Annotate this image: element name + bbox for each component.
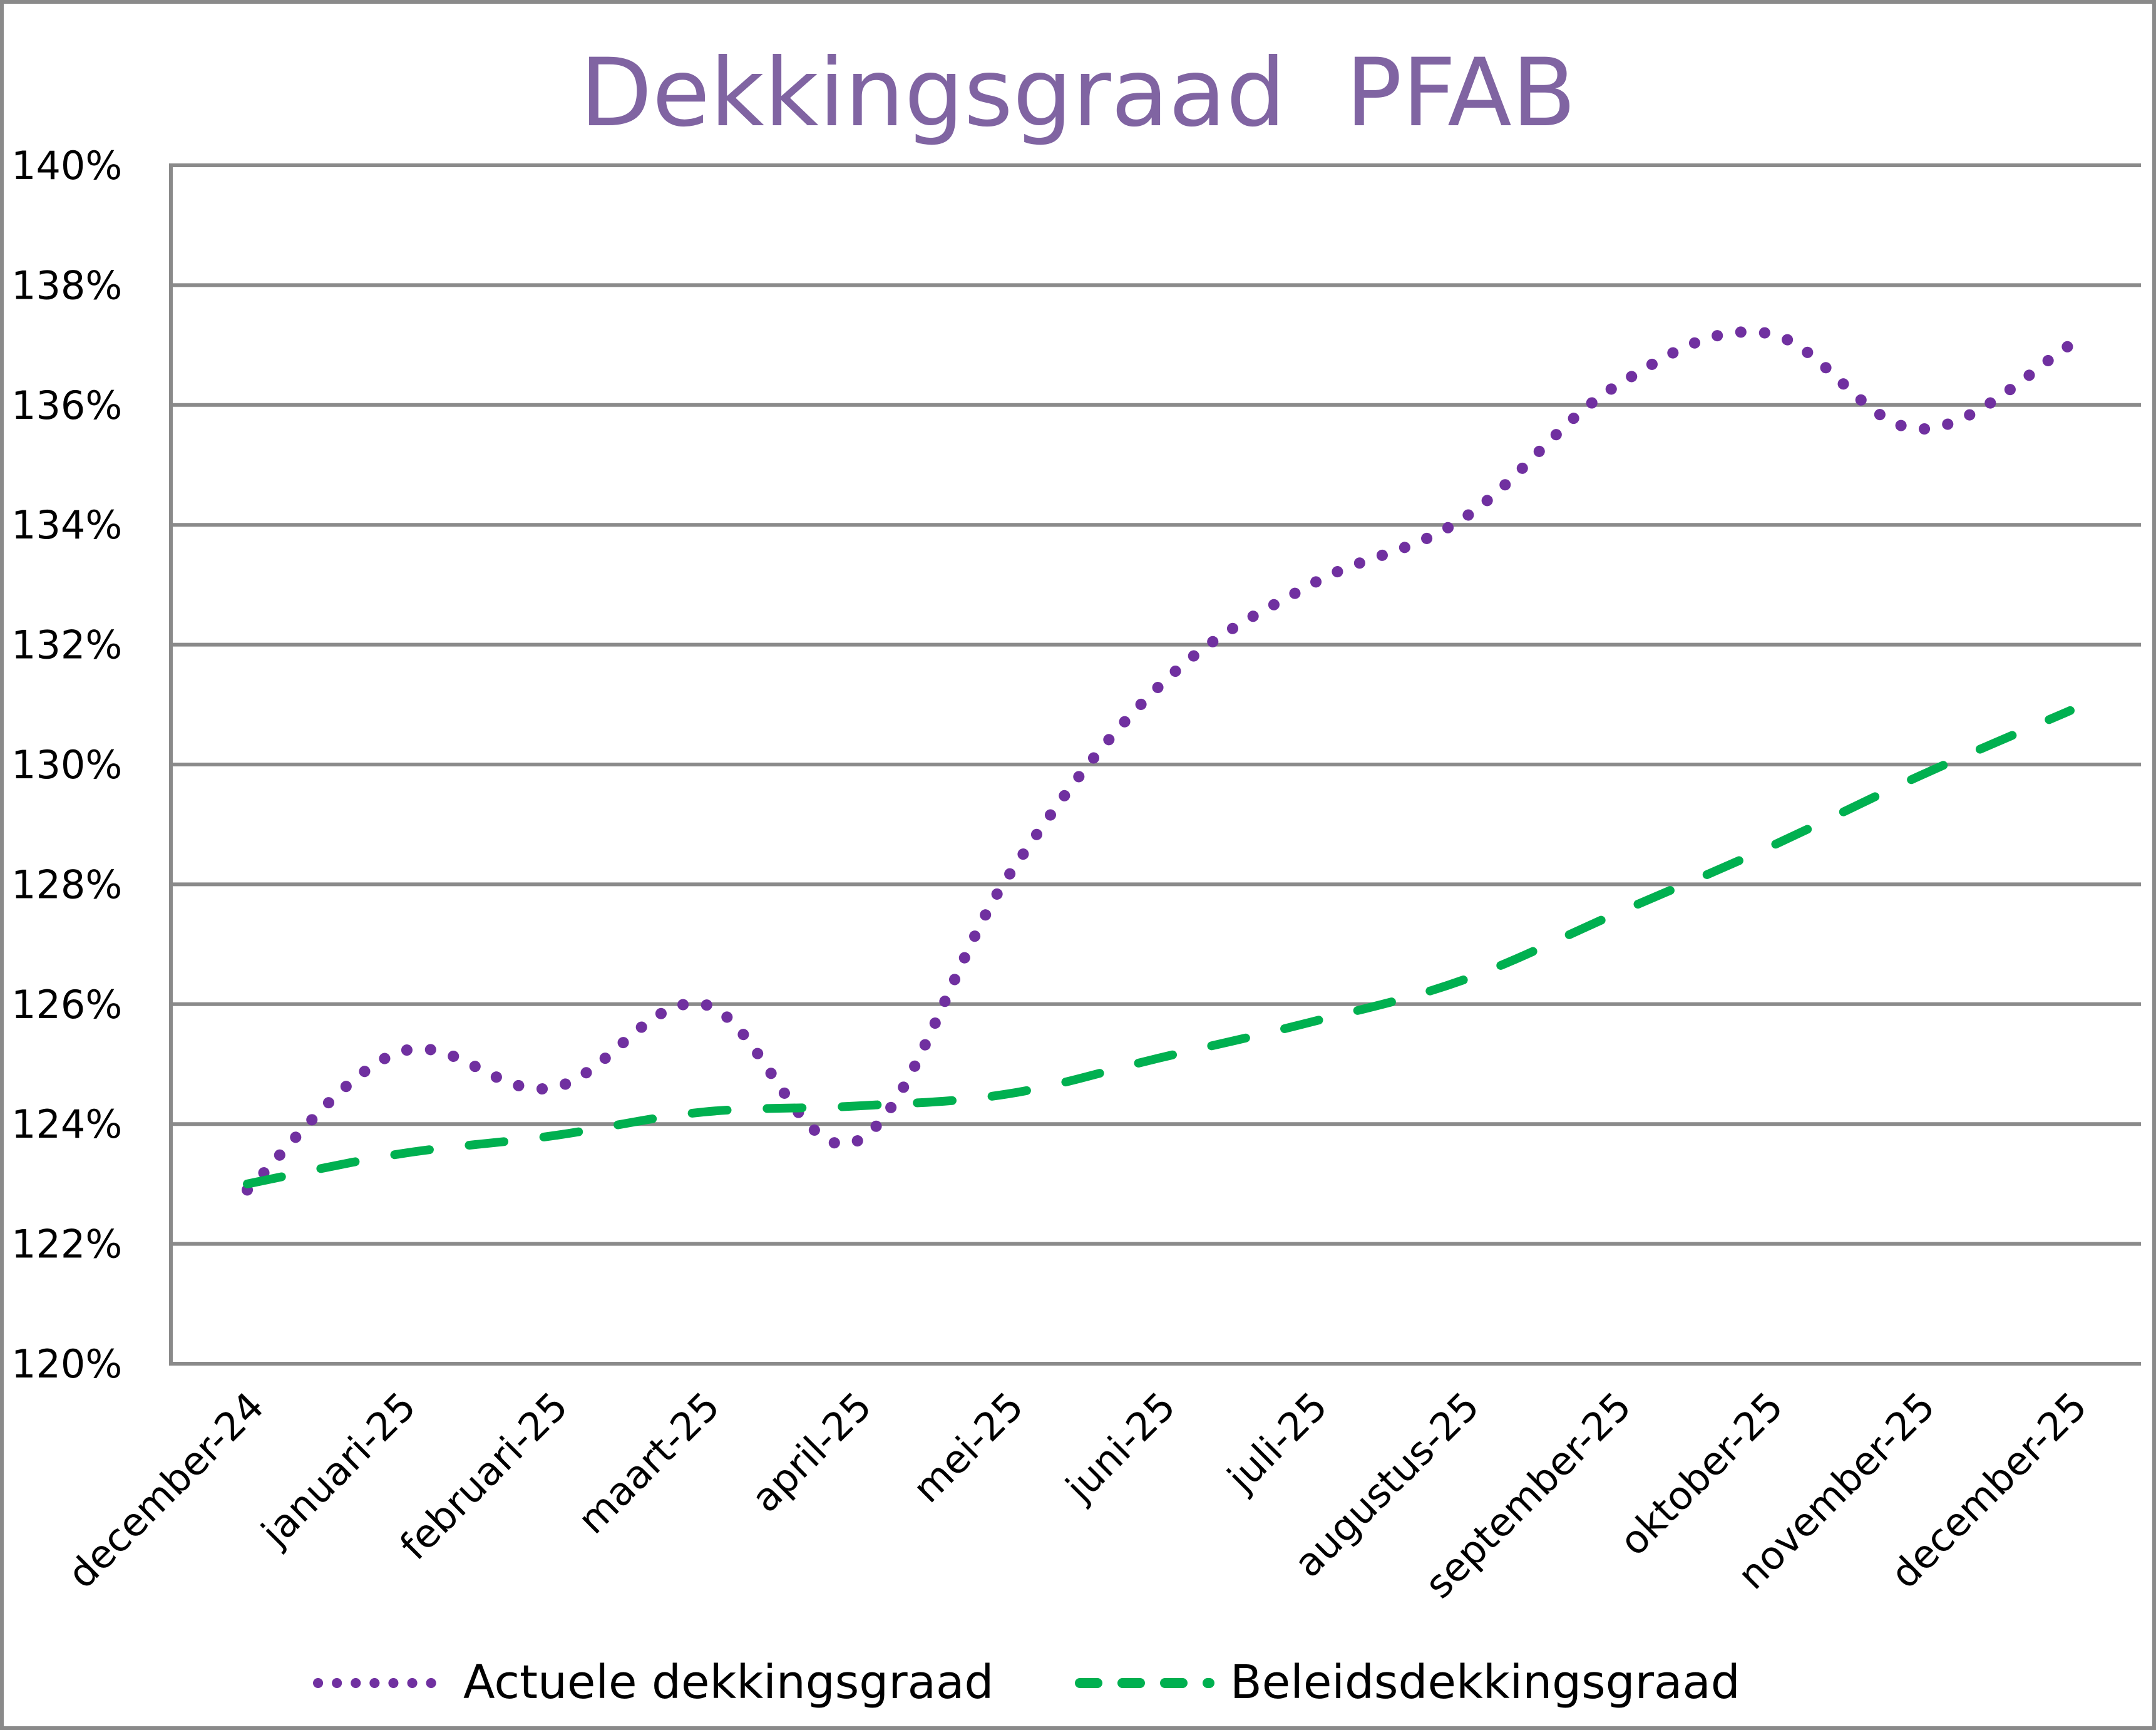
y-tick-label: 122% <box>11 1222 122 1267</box>
x-axis-ticks: december-24januari-25februari-25maart-25… <box>59 1383 2096 1607</box>
y-tick-label: 138% <box>11 262 122 308</box>
gridlines <box>171 163 2141 1366</box>
y-tick-label: 120% <box>11 1341 122 1387</box>
series-line-beleidsdekkingsgraad <box>243 706 2075 1188</box>
legend-item-beleids[interactable]: Beleidsdekkingsgraad <box>1075 1655 1740 1709</box>
legend-item-actuele[interactable]: Actuele dekkingsgraad <box>313 1655 993 1709</box>
y-tick-label: 130% <box>11 742 122 788</box>
series-lines <box>242 326 2076 1196</box>
x-tick-label: december-24 <box>59 1383 273 1597</box>
y-tick-label: 136% <box>11 383 122 428</box>
x-tick-label: juli-25 <box>1218 1383 1336 1501</box>
y-axis-ticks: 120% 122% 124% 126% 128% 130% 132% 134% 136% 138%… <box>11 143 122 1387</box>
y-tick-label: 124% <box>11 1101 122 1147</box>
legend: Actuele dekkingsgraad Beleidsdekkingsgra… <box>313 1655 1740 1709</box>
y-tick-label: 132% <box>11 622 122 668</box>
x-tick-label: maart-25 <box>569 1383 729 1543</box>
x-tick-label: mei-25 <box>904 1383 1032 1511</box>
x-tick-label: april-25 <box>742 1383 880 1521</box>
y-tick-label: 140% <box>11 143 122 188</box>
legend-label-actuele: Actuele dekkingsgraad <box>463 1655 993 1709</box>
y-tick-label: 126% <box>11 982 122 1027</box>
legend-label-beleids: Beleidsdekkingsgraad <box>1230 1655 1740 1709</box>
x-tick-label: juni-25 <box>1056 1383 1184 1511</box>
y-tick-label: 128% <box>11 862 122 907</box>
y-tick-label: 134% <box>11 502 122 548</box>
chart-title: Dekkingsgraad PFAB <box>580 39 1576 148</box>
series-line-actuele-dekkingsgraad <box>242 326 2076 1196</box>
